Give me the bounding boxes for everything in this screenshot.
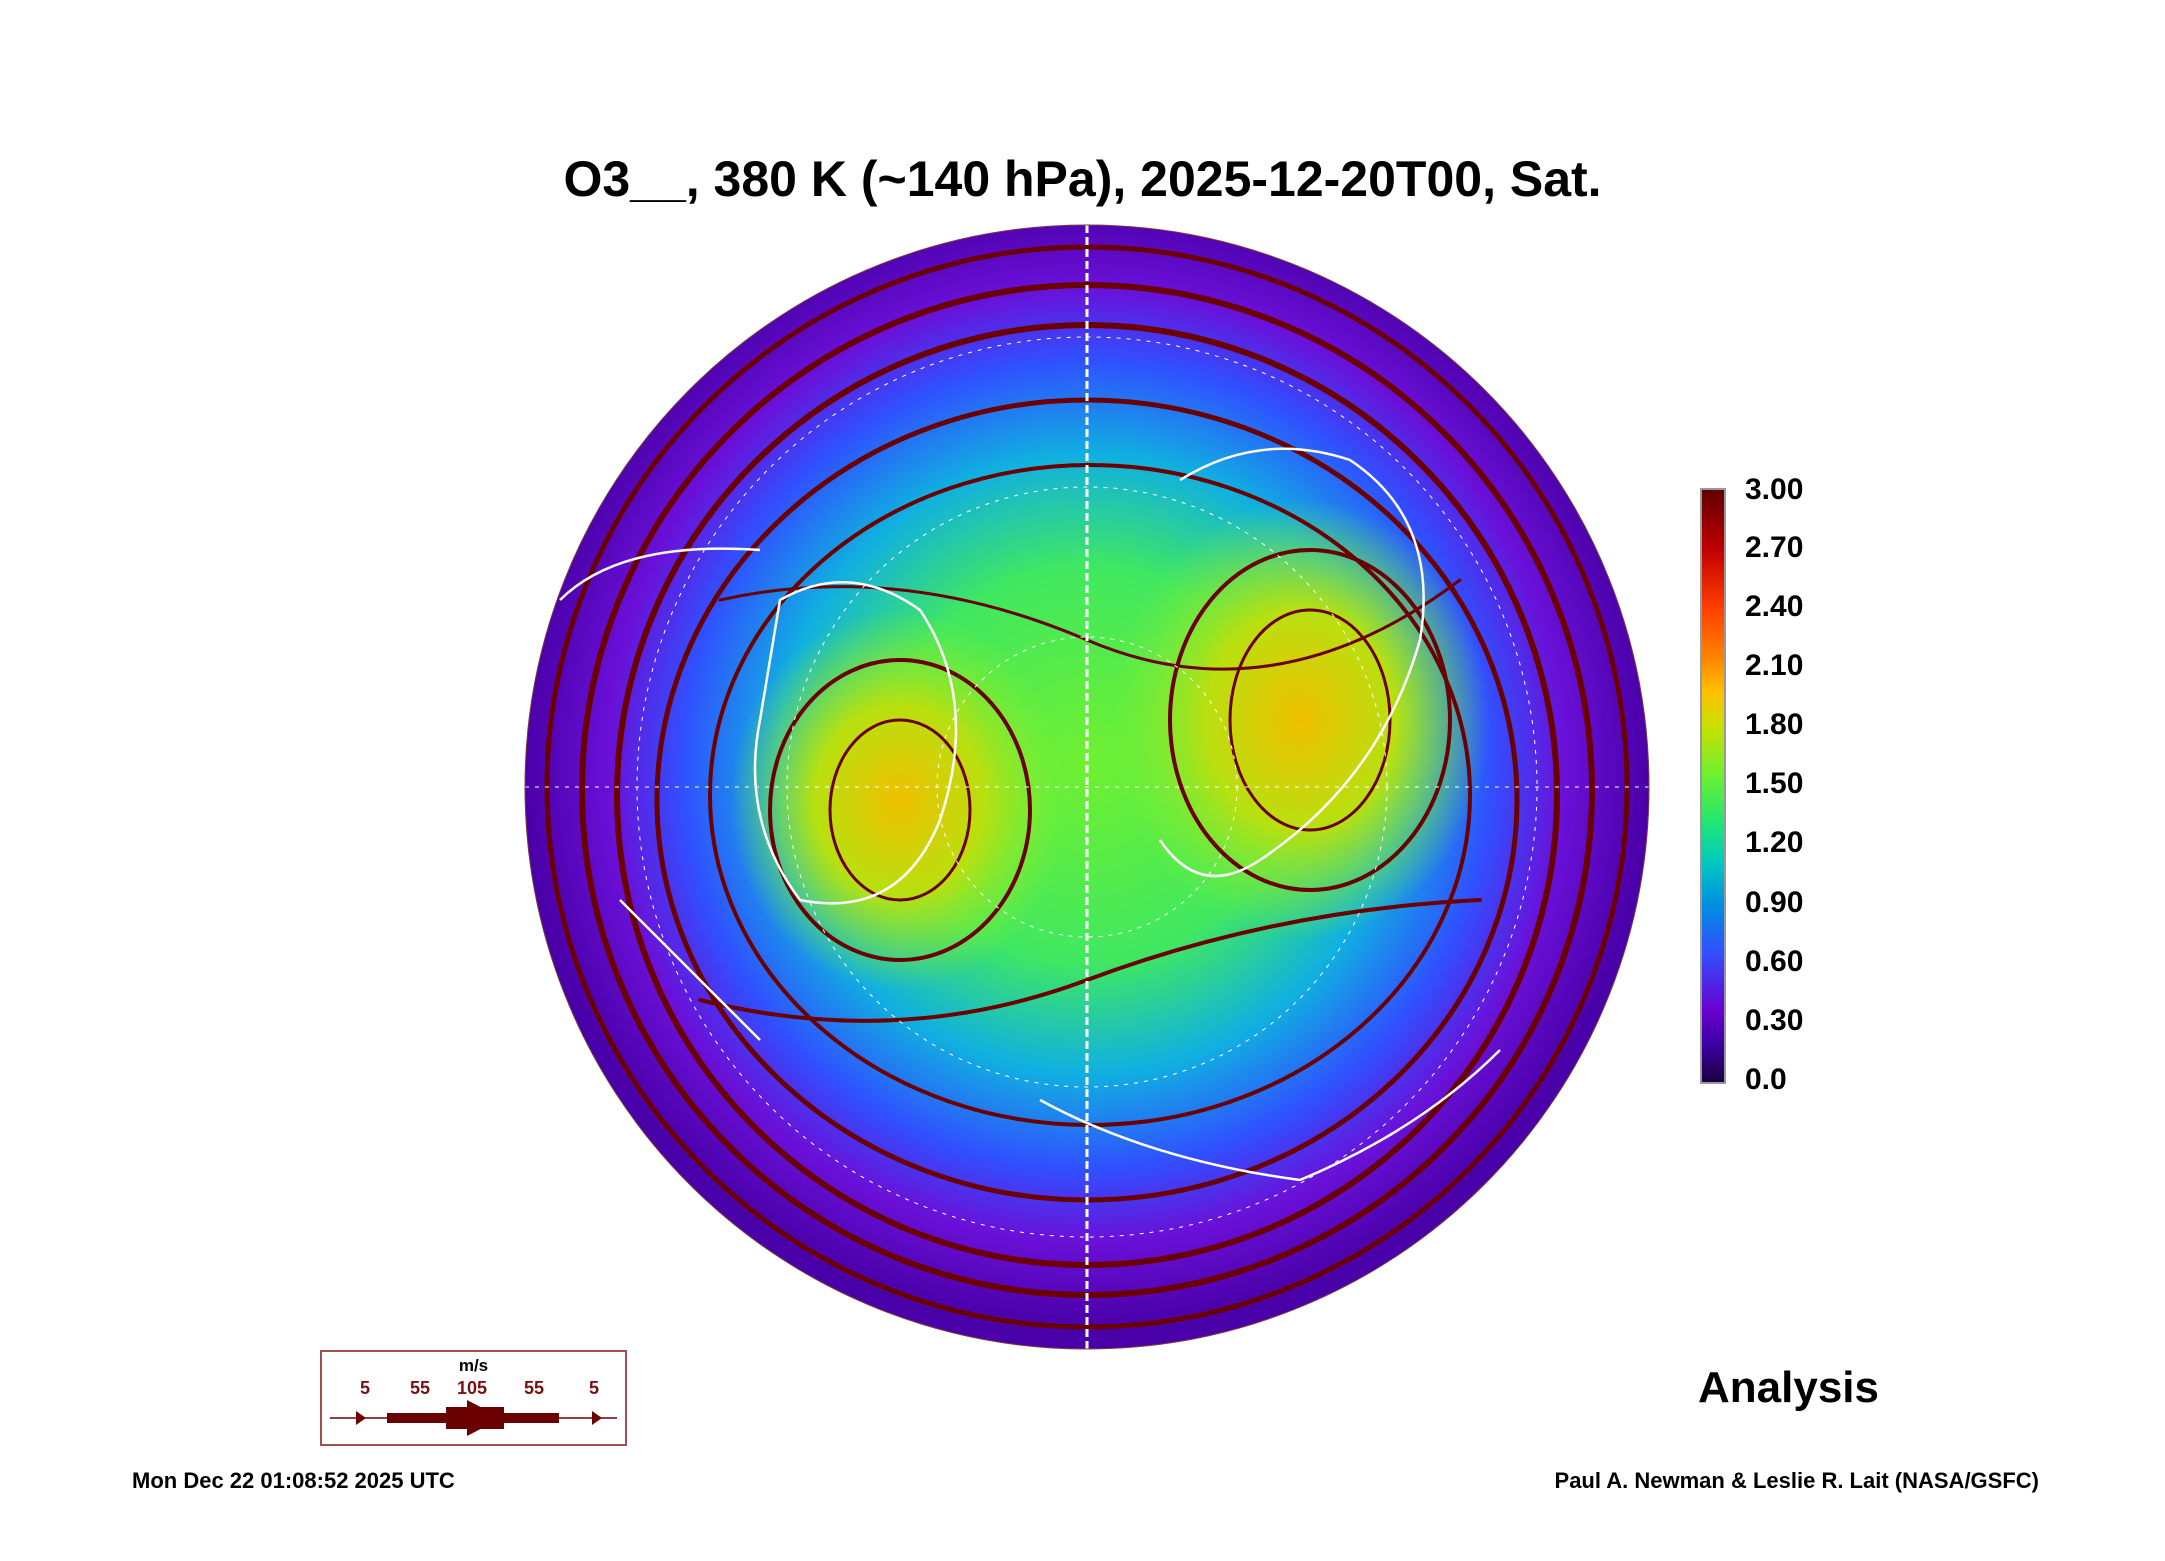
chart-title: O3__, 380 K (~140 hPa), 2025-12-20T00, S… bbox=[563, 151, 1602, 207]
colorbar-tick: 0.30 bbox=[1745, 1004, 1804, 1037]
colorbar-tick: 2.70 bbox=[1745, 531, 1804, 564]
legend-arrow bbox=[330, 1400, 617, 1436]
timestamp: Mon Dec 22 01:08:52 2025 UTC bbox=[132, 1468, 455, 1493]
legend-value: 55 bbox=[409, 1378, 431, 1398]
coastlines bbox=[559, 447, 1501, 1182]
colorbar-tick: 3.00 bbox=[1745, 473, 1804, 506]
ozone-maximum-west bbox=[730, 610, 1070, 990]
colorbar-tick: 1.20 bbox=[1745, 826, 1804, 859]
colorbar-tick: 2.40 bbox=[1745, 590, 1804, 623]
colorbar-tick: 1.80 bbox=[1745, 708, 1804, 741]
analysis-label: Analysis bbox=[1698, 1363, 1879, 1412]
colorbar-tick: 0.0 bbox=[1745, 1063, 1787, 1096]
legend-value: 55 bbox=[523, 1378, 545, 1398]
legend-value: 5 bbox=[588, 1378, 600, 1398]
colorbar-tick: 0.90 bbox=[1745, 886, 1804, 919]
colorbar-tick: 0.60 bbox=[1745, 945, 1804, 978]
colorbar-tick: 1.50 bbox=[1745, 767, 1804, 800]
legend-unit: m/s bbox=[458, 1356, 489, 1375]
colorbar-tick: 2.10 bbox=[1745, 649, 1804, 682]
colorbar bbox=[1700, 488, 1726, 1084]
wind-speed-legend: m/s 5 55 105 55 5 bbox=[320, 1350, 627, 1446]
legend-value: 105 bbox=[456, 1378, 488, 1398]
legend-value: 5 bbox=[359, 1378, 371, 1398]
credit: Paul A. Newman & Leslie R. Lait (NASA/GS… bbox=[1554, 1468, 2039, 1493]
